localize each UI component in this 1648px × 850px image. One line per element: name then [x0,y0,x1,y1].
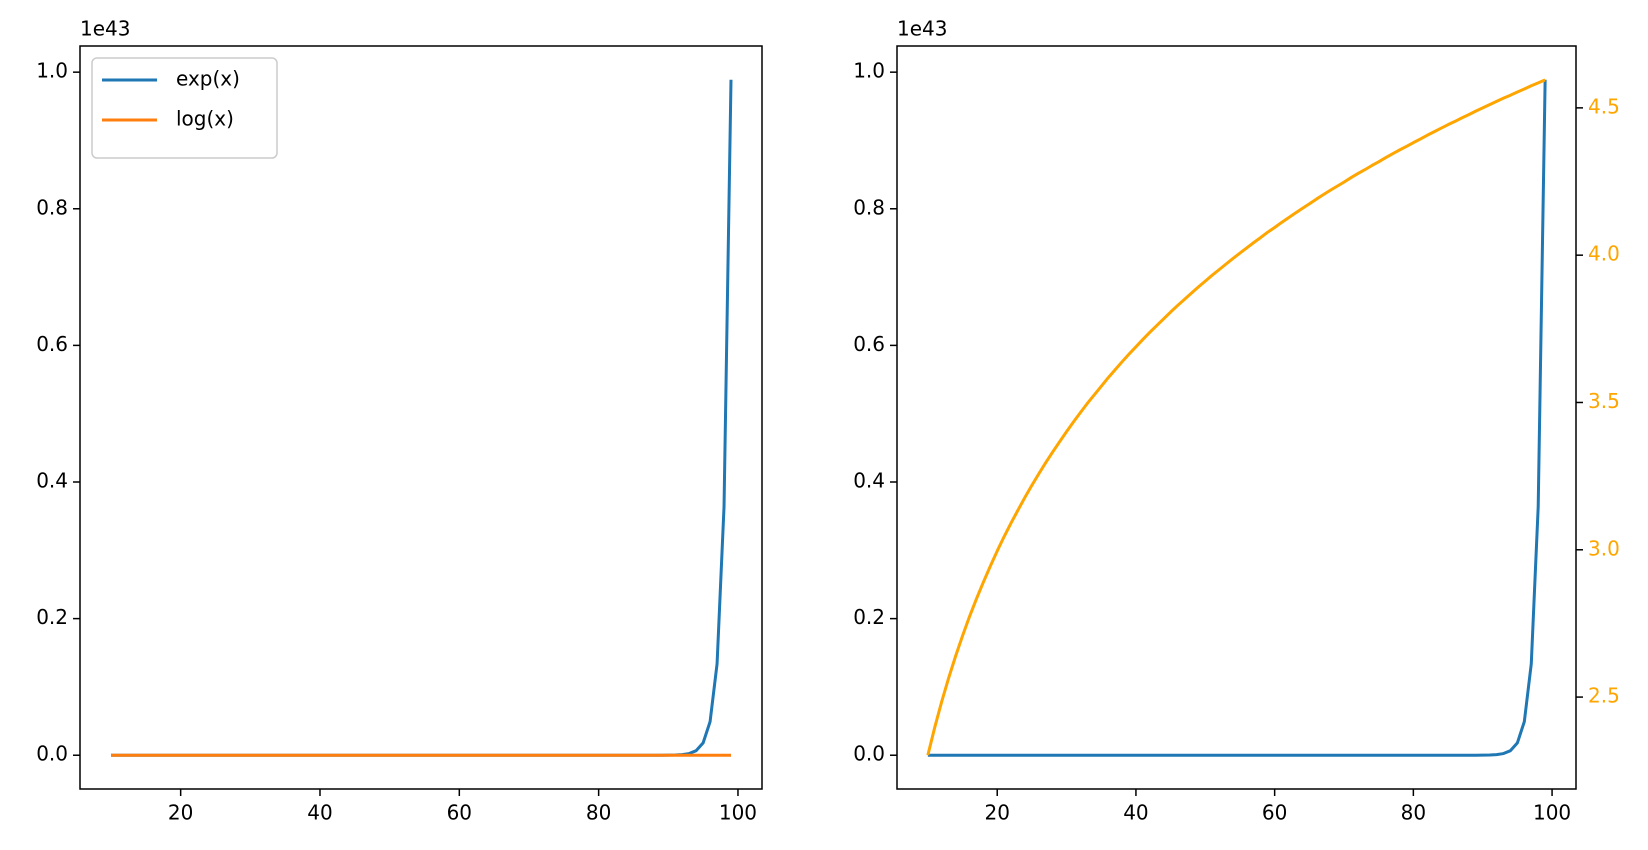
y-tick-label: 0.2 [853,605,885,629]
y-offset-label: 1e43 [80,17,130,41]
axes-frame [896,45,1577,790]
legend-label: log(x) [176,107,234,131]
x-tick-label: 40 [307,801,332,825]
y-tick-label: 0.8 [853,195,885,219]
line-series [927,79,1547,757]
y-tick-label: 0.6 [853,332,885,356]
x-tick-label: 60 [1262,801,1287,825]
y-tick-label: 0.8 [36,195,68,219]
y-tick-label: 0.4 [853,469,885,493]
y-tick-label: 1.0 [36,59,68,83]
axes-frame [79,45,763,790]
y2-tick-label: 3.5 [1588,389,1620,413]
y-offset-label: 1e43 [897,17,947,41]
y2-tick-label: 4.5 [1588,94,1620,118]
y-tick-label: 0.4 [36,469,68,493]
y-tick-label: 0.0 [853,742,885,766]
line-series [926,78,1546,756]
x-tick-label: 100 [1533,801,1571,825]
x-tick-label: 20 [168,801,193,825]
x-tick-label: 80 [586,801,611,825]
x-tick-label: 20 [984,801,1009,825]
x-tick-label: 40 [1123,801,1148,825]
line-series [111,79,733,757]
x-tick-label: 60 [447,801,472,825]
y-tick-label: 1.0 [853,59,885,83]
y2-tick-label: 4.0 [1588,242,1620,266]
y-tick-label: 0.0 [36,742,68,766]
y-tick-label: 0.6 [36,332,68,356]
legend-box [91,57,278,159]
legend-label: exp(x) [176,67,240,91]
x-tick-label: 80 [1401,801,1426,825]
y2-tick-label: 2.5 [1588,684,1620,708]
y-tick-label: 0.2 [36,605,68,629]
x-tick-label: 100 [719,801,757,825]
y2-tick-label: 3.0 [1588,536,1620,560]
